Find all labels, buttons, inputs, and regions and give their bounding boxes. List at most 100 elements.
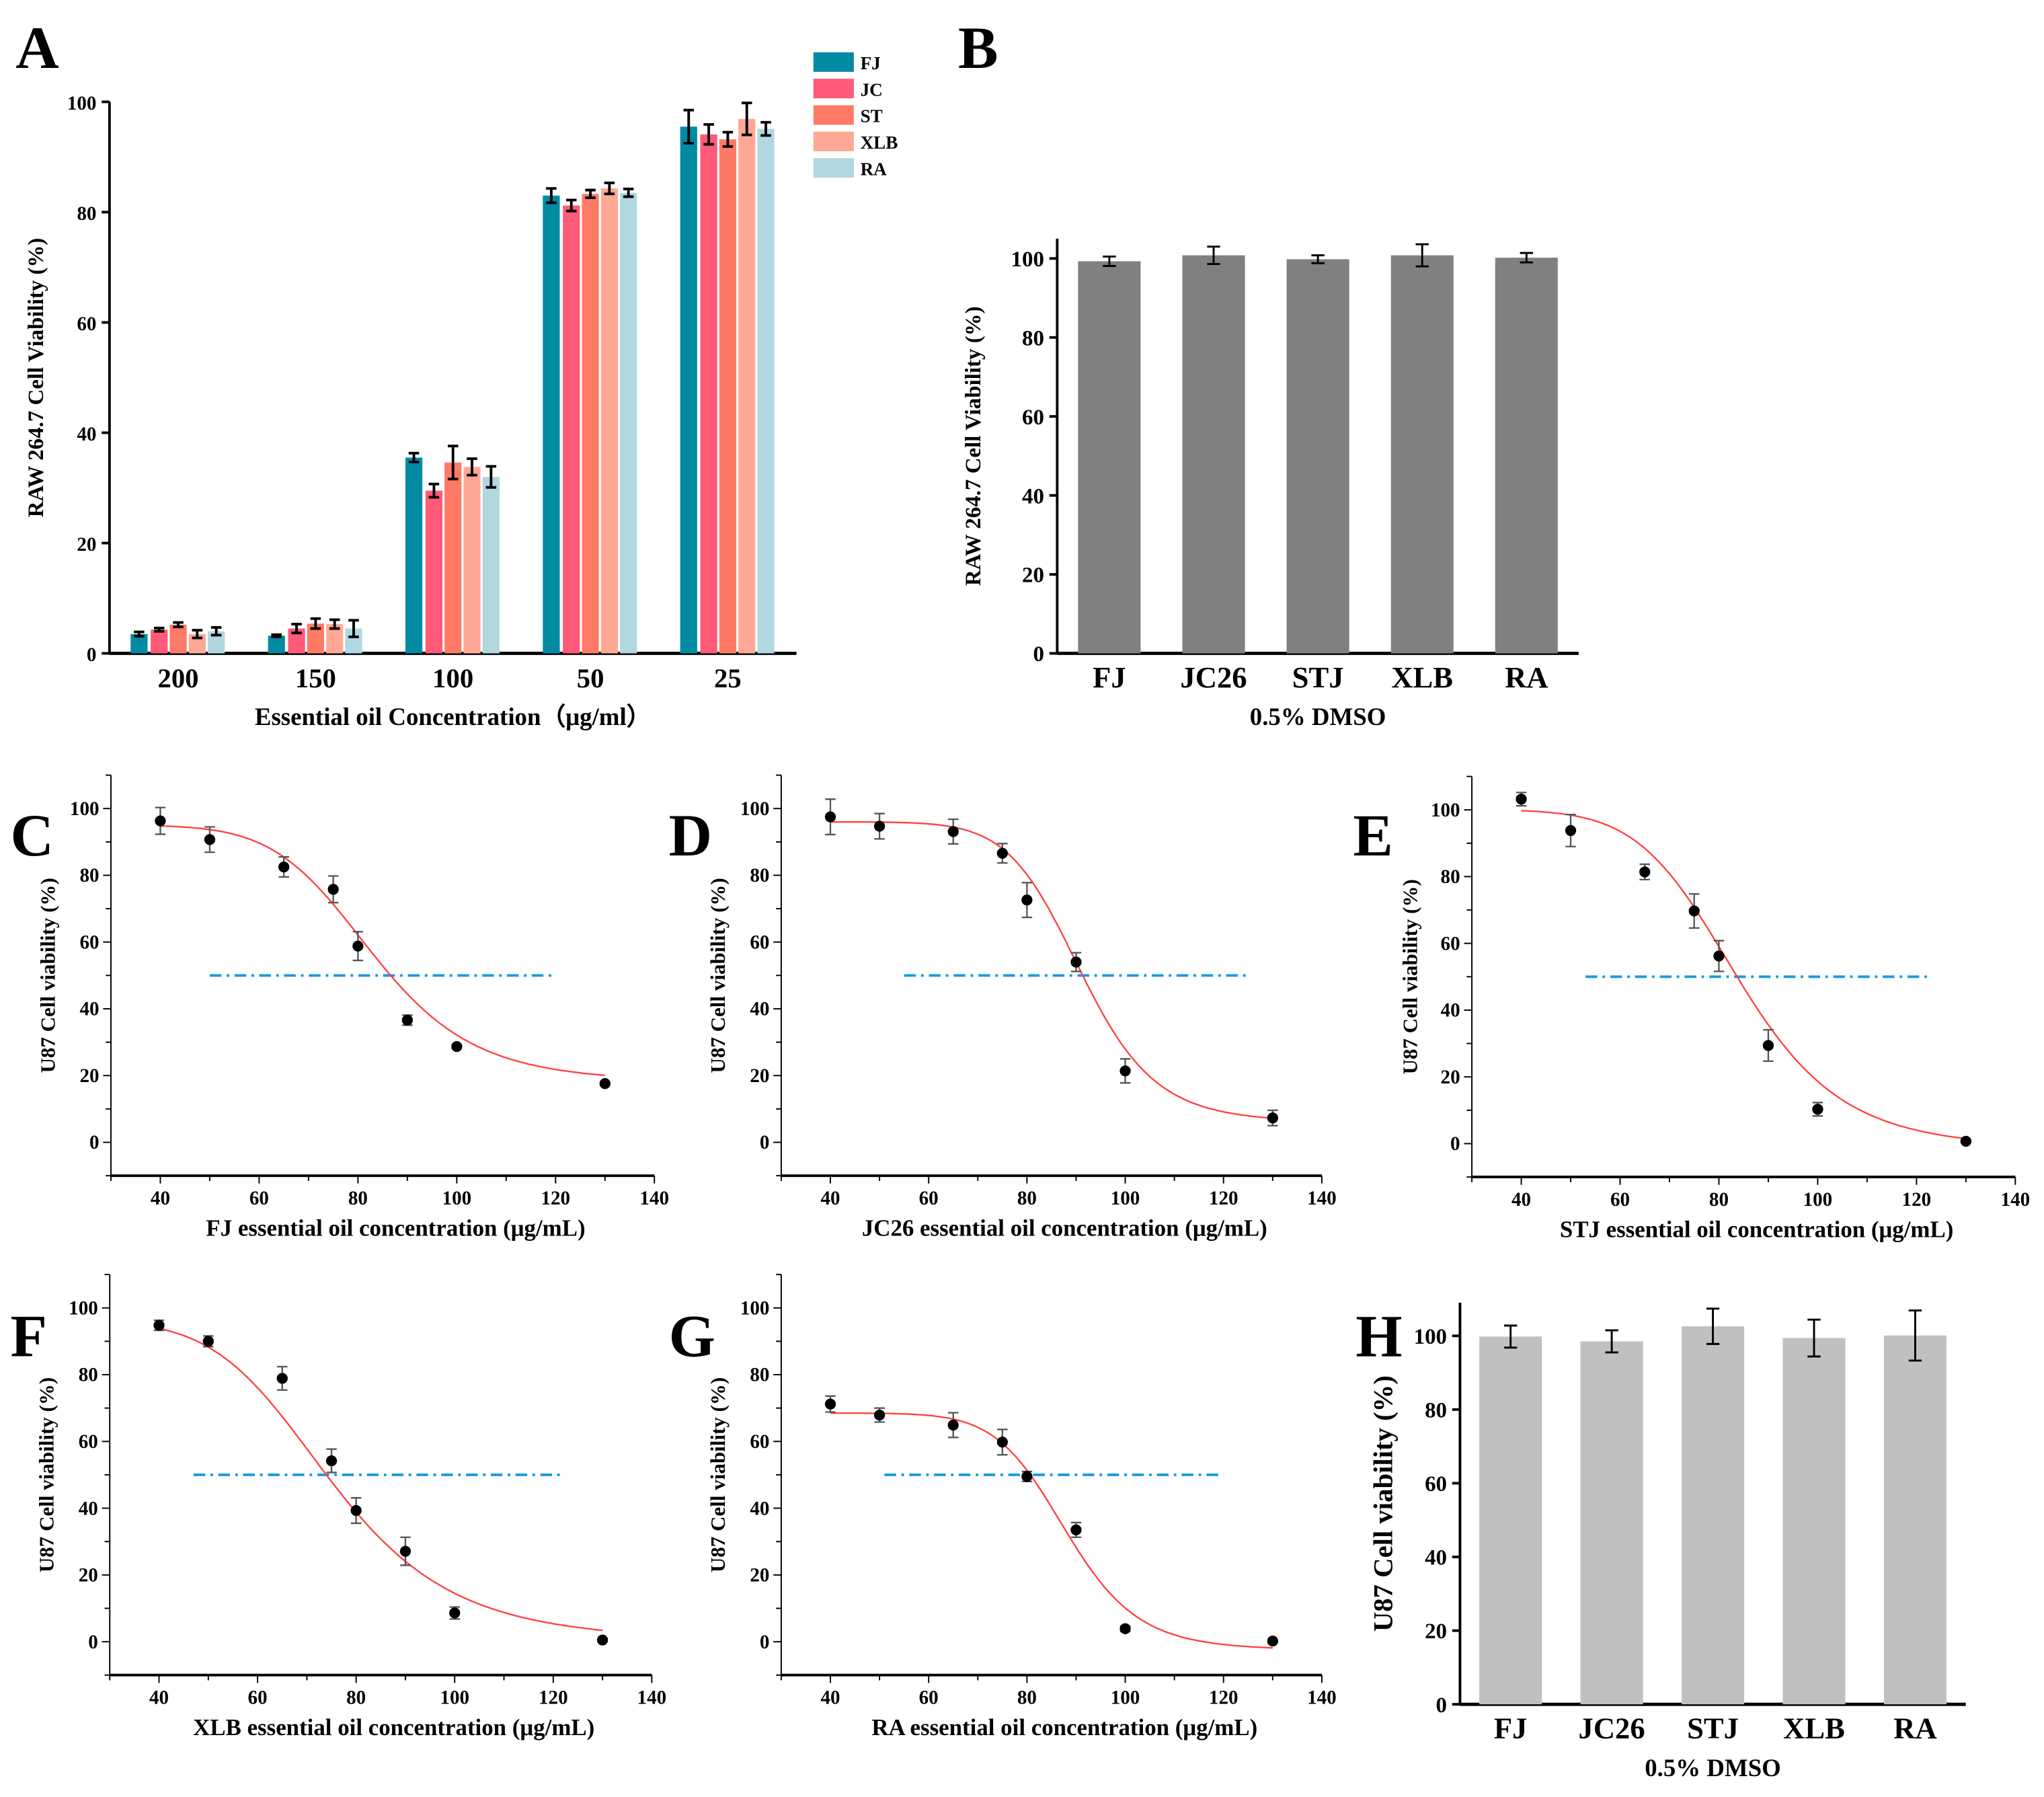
panel-label: E (1353, 803, 1392, 869)
x-tick-label: XLB (1391, 660, 1453, 694)
data-point (596, 1634, 608, 1646)
error-bar (1908, 1309, 1922, 1362)
error-bar (329, 618, 340, 630)
x-tick-label: 120 (1209, 1687, 1239, 1708)
x-tick-label: 120 (1209, 1188, 1239, 1209)
panel-label: G (669, 1304, 715, 1370)
y-tick-label: 60 (1022, 406, 1044, 430)
data-point (824, 1398, 836, 1410)
data-point (873, 820, 886, 832)
x-tick-label: 40 (1511, 1189, 1531, 1211)
x-axis-label: XLB essential oil concentration (μg/mL) (193, 1714, 594, 1741)
error-bar (1503, 1324, 1518, 1349)
legend-label: RA (861, 159, 888, 179)
y-tick-label: 40 (750, 1498, 769, 1519)
data-point (1516, 794, 1527, 805)
error-bar (408, 451, 420, 463)
data-point (824, 811, 836, 823)
x-tick-label: 100 (1803, 1189, 1833, 1211)
x-tick-label: 80 (348, 1188, 368, 1209)
y-tick-label: 80 (750, 1365, 769, 1386)
bar-fj (543, 195, 560, 654)
panel-g: G 40 60 80 100 120 140 0 20 40 60 80 100 RA essential… (669, 1274, 1337, 1741)
panel-label: A (15, 15, 58, 81)
x-tick-label: 50 (577, 663, 604, 693)
error-bar (1706, 1307, 1720, 1345)
y-tick-label: 20 (750, 1065, 769, 1087)
data-point (204, 834, 216, 845)
x-axis-label: 0.5% DMSO (1645, 1754, 1781, 1782)
legend-label: FJ (861, 53, 881, 73)
y-axis-label: U87 Cell viability (%) (36, 878, 59, 1073)
x-tick-label: STJ (1687, 1712, 1739, 1745)
y-tick-label: 0 (87, 644, 97, 666)
legend-label: JC (861, 79, 883, 100)
x-tick-label: 60 (1610, 1189, 1630, 1211)
data-point (1713, 950, 1725, 962)
y-tick-label: 20 (1022, 564, 1044, 588)
data-point (327, 884, 339, 895)
data-point (1070, 956, 1082, 968)
data-point (947, 826, 959, 837)
error-bar (703, 123, 714, 146)
y-tick-label: 0 (760, 1632, 770, 1653)
panel-f: F 40 60 80 100 120 140 0 20 40 60 80 100 XLB essentia… (11, 1274, 666, 1741)
bar-xlb (463, 467, 481, 654)
error-bar (485, 465, 497, 489)
fit-curve (159, 1328, 603, 1632)
panel-e: E 40 60 80 100 120 140 0 20 40 60 80 100 STJ essentia… (1353, 775, 2031, 1242)
x-tick-label: 100 (1111, 1687, 1140, 1708)
y-tick-label: 60 (79, 931, 99, 953)
panel-label: H (1355, 1304, 1402, 1370)
y-axis-label: U87 Cell viability (%) (1368, 1375, 1399, 1632)
bar-ra (620, 192, 637, 654)
x-tick-label: 25 (714, 663, 742, 693)
x-tick-label: FJ (1093, 660, 1126, 694)
data-point (352, 940, 364, 952)
legend-swatch-ra (813, 158, 854, 178)
y-axis-label: U87 Cell viability (%) (706, 1377, 730, 1572)
y-tick-label: 100 (67, 93, 97, 114)
x-tick-label: 60 (249, 1188, 269, 1209)
panel-label: D (669, 803, 712, 869)
x-tick-label: 140 (2001, 1189, 2031, 1211)
data-point (350, 1504, 362, 1517)
x-tick-label: 120 (1902, 1189, 1932, 1211)
y-tick-label: 0 (1436, 1693, 1447, 1718)
bar (1580, 1341, 1643, 1705)
bar-jc (563, 205, 580, 654)
data-point (1565, 825, 1577, 837)
error-bar (1807, 1318, 1821, 1358)
legend-label: XLB (861, 132, 898, 153)
x-tick-label: 80 (1017, 1687, 1037, 1708)
y-tick-label: 20 (750, 1565, 769, 1586)
x-tick-label: RA (1893, 1712, 1936, 1745)
y-tick-label: 60 (79, 1431, 98, 1453)
bar-ra (757, 128, 775, 654)
error-bar (546, 187, 557, 204)
x-tick-label: 80 (1709, 1189, 1729, 1211)
x-tick-label: 40 (149, 1687, 169, 1708)
x-tick-label: 120 (539, 1687, 568, 1708)
x-tick-label: 200 (157, 663, 198, 693)
bar (1682, 1326, 1745, 1705)
error-bar (134, 630, 145, 638)
x-tick-label: 120 (541, 1188, 570, 1209)
x-tick-label: 100 (1111, 1188, 1140, 1209)
error-bar (623, 188, 634, 198)
data-point (996, 847, 1008, 859)
data-point (1021, 1471, 1033, 1482)
error-bar (722, 130, 734, 148)
bar-jc (425, 490, 443, 654)
y-tick-label: 0 (760, 1132, 770, 1153)
data-point (1070, 1524, 1082, 1535)
x-tick-label: 60 (248, 1687, 268, 1708)
y-tick-label: 100 (69, 1297, 98, 1319)
data-point (1812, 1104, 1823, 1115)
bar (1286, 259, 1349, 654)
x-tick-label: 100 (432, 663, 473, 693)
y-tick-label: 60 (1425, 1472, 1447, 1496)
error-bar (604, 182, 615, 196)
y-axis-label: U87 Cell viability (%) (706, 878, 730, 1073)
